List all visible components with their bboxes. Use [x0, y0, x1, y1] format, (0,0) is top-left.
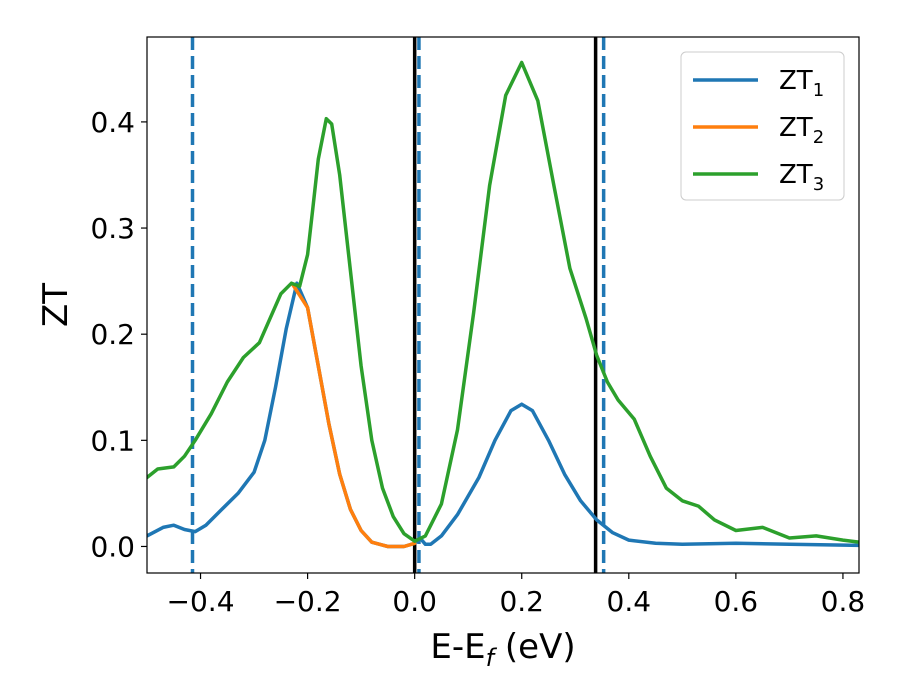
y-axis-label: ZT: [36, 283, 76, 327]
x-tick-label: 0.0: [392, 585, 437, 618]
x-tick-label: −0.2: [274, 585, 342, 618]
x-axis-label: E-Ef (eV): [430, 627, 575, 672]
x-tick-label: 0.2: [499, 585, 544, 618]
y-tick-label: 0.1: [90, 424, 135, 457]
x-tick-label: 0.8: [821, 585, 866, 618]
reference-lines: [190, 37, 606, 573]
y-axis-ticks: 0.0 0.1 0.2 0.3 0.4: [90, 106, 147, 563]
series-line-zt3: [147, 60, 859, 544]
legend-label-zt1: ZT1: [779, 66, 824, 101]
legend-frame: [680, 51, 845, 201]
y-tick-label: 0.3: [90, 212, 135, 245]
series-line-zt1: [147, 281, 859, 549]
y-tick-label: 0.0: [90, 530, 135, 563]
x-axis-ticks: −0.4 −0.2 0.0 0.2 0.4 0.6 0.8: [167, 573, 866, 618]
x-tick-label: −0.4: [167, 585, 235, 618]
series-line-zt2: [290, 282, 417, 549]
y-tick-label: 0.2: [90, 318, 135, 351]
x-tick-label: 0.4: [607, 585, 652, 618]
y-tick-label: 0.4: [90, 106, 135, 139]
series-lines: [147, 60, 859, 549]
legend: ZT1 ZT2 ZT3: [680, 51, 845, 201]
legend-label-zt3: ZT3: [779, 160, 824, 195]
plot-frame: [146, 36, 860, 574]
x-tick-label: 0.6: [714, 585, 759, 618]
legend-label-zt2: ZT2: [779, 113, 824, 148]
